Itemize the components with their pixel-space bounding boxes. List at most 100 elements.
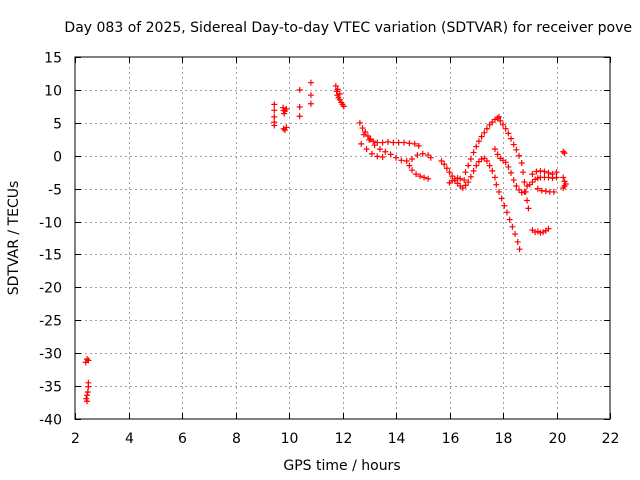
- data-point: [85, 357, 92, 364]
- data-point: [537, 229, 544, 236]
- data-point: [513, 146, 520, 153]
- data-point: [470, 167, 477, 174]
- data-point: [514, 238, 521, 245]
- data-point: [425, 152, 432, 159]
- data-point: [516, 186, 523, 193]
- data-point: [560, 184, 567, 191]
- data-point: [512, 231, 519, 238]
- x-tick-label: 8: [232, 431, 241, 447]
- data-point: [489, 119, 496, 126]
- data-point: [366, 136, 373, 143]
- data-point: [461, 177, 468, 184]
- data-point: [494, 151, 501, 158]
- data-point: [486, 162, 493, 169]
- data-point: [478, 133, 485, 140]
- data-point: [364, 132, 371, 139]
- data-point: [359, 125, 366, 132]
- data-point: [522, 188, 529, 195]
- data-point: [84, 398, 91, 405]
- data-point: [307, 100, 314, 107]
- data-point: [481, 129, 488, 136]
- data-point: [532, 176, 539, 183]
- data-point: [513, 183, 520, 190]
- data-point: [500, 121, 506, 128]
- data-point: [376, 146, 383, 153]
- data-point: [505, 163, 512, 170]
- data-point: [560, 148, 567, 155]
- data-point: [370, 138, 377, 145]
- data-point: [85, 379, 92, 386]
- data-point: [371, 142, 378, 149]
- data-point: [534, 228, 541, 235]
- data-point: [296, 86, 303, 93]
- data-point: [438, 157, 445, 164]
- data-point: [281, 127, 288, 134]
- data-point: [374, 139, 381, 146]
- data-point: [506, 216, 513, 223]
- y-tick-label: 0: [53, 150, 62, 166]
- data-point: [550, 188, 557, 195]
- data-point: [473, 162, 480, 169]
- data-point: [465, 162, 472, 169]
- y-tick-label: -20: [39, 281, 62, 297]
- data-point: [491, 174, 498, 181]
- data-point: [443, 165, 450, 172]
- data-point: [427, 154, 434, 161]
- data-point: [508, 135, 515, 142]
- data-point: [401, 139, 408, 146]
- data-point: [524, 197, 531, 204]
- data-point: [395, 139, 402, 146]
- data-point: [532, 229, 539, 236]
- data-point: [516, 152, 523, 159]
- data-point: [504, 209, 511, 216]
- data-point: [425, 175, 432, 182]
- data-point: [382, 148, 389, 155]
- data-point: [475, 138, 482, 145]
- x-tick-label: 2: [71, 431, 80, 447]
- data-point: [502, 125, 509, 132]
- data-point: [560, 174, 567, 181]
- data-point: [393, 154, 399, 161]
- data-point: [542, 188, 549, 195]
- data-point: [334, 86, 341, 93]
- data-point: [491, 146, 498, 153]
- data-point: [475, 158, 482, 165]
- data-point: [462, 169, 469, 176]
- data-point: [502, 159, 509, 166]
- data-point: [363, 146, 370, 153]
- data-point: [379, 154, 386, 161]
- data-point: [462, 182, 469, 189]
- data-point: [451, 175, 458, 182]
- data-point: [296, 104, 303, 111]
- data-point: [534, 175, 541, 182]
- data-point: [495, 188, 502, 195]
- data-point: [271, 107, 278, 114]
- data-point: [486, 121, 493, 128]
- data-point: [356, 119, 363, 126]
- x-tick-label: 14: [388, 431, 406, 447]
- data-point: [403, 157, 410, 164]
- data-point: [283, 105, 290, 112]
- data-point: [374, 153, 381, 160]
- data-point: [495, 113, 502, 120]
- data-point: [537, 167, 544, 174]
- y-tick-label: -5: [48, 183, 62, 199]
- data-point: [457, 175, 464, 182]
- data-point: [524, 183, 531, 190]
- data-point: [296, 113, 303, 120]
- data-point: [494, 115, 501, 122]
- data-point: [271, 113, 278, 120]
- data-point: [332, 82, 339, 89]
- data-point: [553, 169, 560, 176]
- x-tick-label: 16: [442, 431, 460, 447]
- data-point: [454, 175, 461, 182]
- data-point: [508, 169, 515, 176]
- data-point: [271, 122, 278, 129]
- data-point: [390, 139, 397, 146]
- data-point: [521, 179, 528, 186]
- data-point: [379, 139, 386, 146]
- data-point: [281, 110, 288, 117]
- y-tick-label: -35: [39, 380, 62, 396]
